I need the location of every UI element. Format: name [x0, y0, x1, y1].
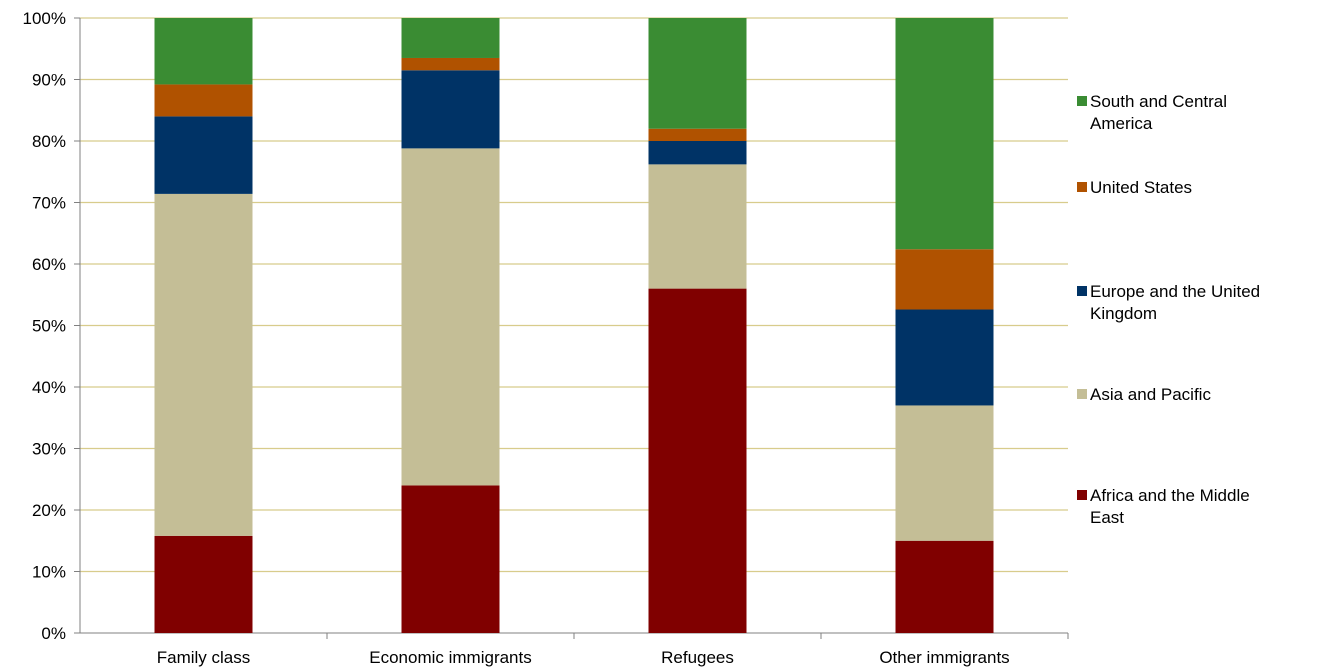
legend-swatch	[1077, 286, 1087, 296]
bar-segment-europe-and-the-united-kingdom-economic-immigrants	[401, 70, 500, 149]
legend-item: Europe and the United Kingdom	[1077, 282, 1260, 323]
legend-item: Africa and the Middle East	[1077, 486, 1250, 527]
bar-segment-asia-and-pacific-economic-immigrants	[401, 148, 500, 486]
bar-segment-africa-and-the-middle-east-refugees	[648, 288, 747, 633]
bar-segment-europe-and-the-united-kingdom-other-immigrants	[895, 309, 994, 406]
legend-label: Asia and Pacific	[1090, 385, 1211, 404]
legend-item: South and Central America	[1077, 92, 1227, 133]
bar-segment-europe-and-the-united-kingdom-refugees	[648, 141, 747, 165]
legend-label: United States	[1090, 178, 1192, 197]
bar-segment-africa-and-the-middle-east-family-class	[154, 535, 253, 633]
bars	[154, 18, 994, 633]
legend-swatch	[1077, 96, 1087, 106]
bar-segment-africa-and-the-middle-east-economic-immigrants	[401, 485, 500, 633]
bar-segment-united-states-economic-immigrants	[401, 57, 500, 71]
legend-label-line: America	[1090, 114, 1153, 133]
y-tick-label: 0%	[41, 624, 66, 643]
legend-label-line: Kingdom	[1090, 304, 1157, 323]
legend-item: Asia and Pacific	[1077, 385, 1211, 404]
bar-segment-europe-and-the-united-kingdom-family-class	[154, 116, 253, 194]
bar-segment-south-and-central-america-family-class	[154, 18, 253, 85]
legend-label-line: Asia and Pacific	[1090, 385, 1211, 404]
bar-segment-africa-and-the-middle-east-other-immigrants	[895, 540, 994, 633]
bar-segment-asia-and-pacific-other-immigrants	[895, 405, 994, 541]
legend-label-line: Europe and the United	[1090, 282, 1260, 301]
bar-segment-south-and-central-america-refugees	[648, 18, 747, 129]
bar-segment-asia-and-pacific-refugees	[648, 164, 747, 289]
y-tick-label: 40%	[32, 378, 66, 397]
x-axis-category-labels: Family class Economic immigrants Refugees O…	[157, 648, 1010, 667]
bar-segment-south-and-central-america-other-immigrants	[895, 18, 994, 250]
legend-swatch	[1077, 182, 1087, 192]
legend-swatch	[1077, 389, 1087, 399]
y-tick-label: 10%	[32, 563, 66, 582]
legend-label-line: South and Central	[1090, 92, 1227, 111]
legend-label-line: United States	[1090, 178, 1192, 197]
y-tick-label: 50%	[32, 317, 66, 336]
legend-label-line: East	[1090, 508, 1124, 527]
legend-swatch	[1077, 490, 1087, 500]
y-tick-label: 80%	[32, 132, 66, 151]
y-tick-label: 20%	[32, 501, 66, 520]
legend-label-line: Africa and the Middle	[1090, 486, 1250, 505]
legend-label: Africa and the Middle East	[1090, 486, 1250, 527]
x-category-label: Economic immigrants	[369, 648, 532, 667]
bar-segment-united-states-refugees	[648, 128, 747, 141]
x-category-label: Other immigrants	[879, 648, 1009, 667]
y-axis-tick-labels: 0% 10% 20% 30% 40% 50% 60% 70% 80% 90% 100%	[23, 9, 66, 643]
legend-label: South and Central America	[1090, 92, 1227, 133]
y-tick-label: 60%	[32, 255, 66, 274]
x-category-label: Family class	[157, 648, 251, 667]
bar-segment-united-states-family-class	[154, 84, 253, 117]
x-category-label: Refugees	[661, 648, 734, 667]
y-tick-label: 100%	[23, 9, 66, 28]
legend-label: Europe and the United Kingdom	[1090, 282, 1260, 323]
bar-segment-south-and-central-america-economic-immigrants	[401, 18, 500, 58]
y-tick-label: 70%	[32, 194, 66, 213]
bar-segment-united-states-other-immigrants	[895, 249, 994, 310]
y-tick-label: 90%	[32, 71, 66, 90]
legend: South and Central America United States Eur…	[1077, 92, 1260, 527]
legend-item: United States	[1077, 178, 1192, 197]
bar-segment-asia-and-pacific-family-class	[154, 193, 253, 536]
y-tick-label: 30%	[32, 440, 66, 459]
